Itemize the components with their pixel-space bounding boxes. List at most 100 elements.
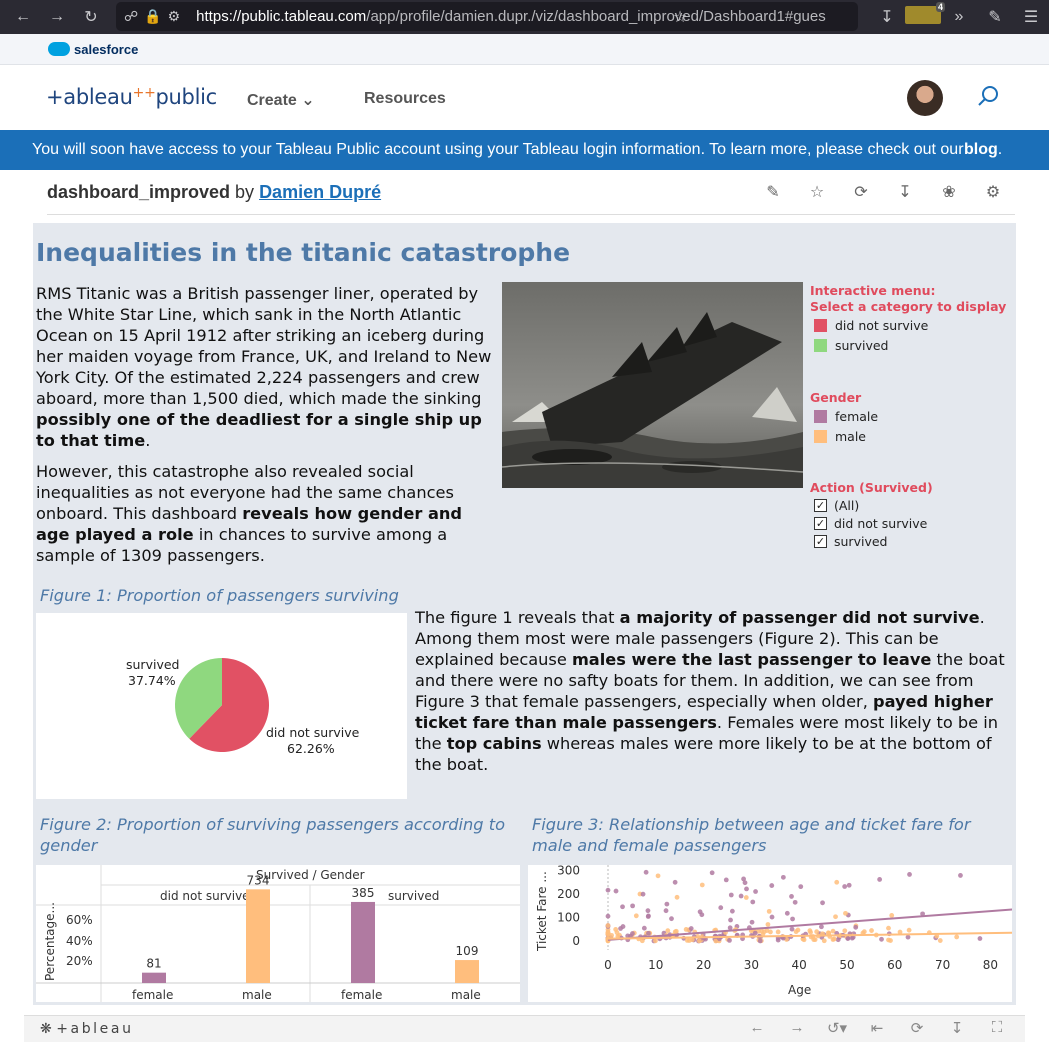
banner-blog-link[interactable]: blog [963,141,998,158]
scatter-point[interactable] [653,938,658,944]
search-icon[interactable] [977,85,999,107]
scatter-point[interactable] [699,882,705,888]
scatter-point[interactable] [769,914,775,920]
scatter-point[interactable] [744,886,749,892]
pie-slice-did-not-survive[interactable] [189,658,269,752]
bar-not-survived-female[interactable] [142,972,166,983]
scatter-point[interactable] [620,924,626,929]
scatter-point[interactable] [718,905,724,911]
scatter-point[interactable] [807,928,813,934]
scatter-point[interactable] [605,887,611,893]
scatter-point[interactable] [766,908,772,914]
scatter-chart[interactable]: Ticket Fare ... Age 0 100 200 300 0 10 20 30 40 5… [528,864,1015,1002]
extensions-puzzle-icon[interactable]: ✎ [988,9,1002,26]
scatter-point[interactable] [798,884,804,890]
address-bar[interactable]: ☍🔒⚙ https://public.tableau.com/app/profi… [116,2,858,31]
scatter-point[interactable] [688,926,694,931]
scatter-point[interactable] [743,895,749,900]
share-icon[interactable]: ⟳ [910,1020,924,1037]
bar-survived-female[interactable] [351,901,375,983]
scatter-point[interactable] [750,899,756,905]
scatter-point[interactable] [861,929,867,935]
scatter-point[interactable] [609,932,614,938]
bar-chart[interactable]: Survived / Gender did not survive surviv… [36,865,520,1002]
scatter-point[interactable] [752,930,758,936]
scatter-point[interactable] [757,938,763,944]
scatter-point[interactable] [937,938,943,943]
scatter-point[interactable] [741,876,746,882]
tableau-logo[interactable]: ❋ +ableau [40,1021,134,1037]
scatter-point[interactable] [672,929,678,935]
reload-icon[interactable]: ↻ [84,9,98,26]
download-icon[interactable]: ↧ [880,9,894,26]
fullscreen-icon[interactable]: ⛶ [991,1019,1003,1036]
nav-create[interactable]: Create ⌄ [247,92,315,109]
scatter-point[interactable] [620,904,625,910]
scatter-point[interactable] [843,910,848,916]
scatter-point[interactable] [641,925,647,931]
filter-checkbox-all[interactable]: ✓ (All) [814,497,860,513]
scatter-point[interactable] [877,877,883,882]
scatter-point[interactable] [814,929,820,935]
scatter-point[interactable] [780,874,786,880]
scatter-point[interactable] [645,908,651,914]
scatter-point[interactable] [614,930,620,935]
scatter-point[interactable] [907,872,912,877]
scatter-point[interactable] [697,938,702,944]
scatter-point[interactable] [689,937,695,943]
scatter-point[interactable] [846,882,852,888]
scatter-point[interactable] [886,925,891,931]
scatter-point[interactable] [842,928,848,934]
badge-icon[interactable]: ❀ [942,184,956,201]
bar-not-survived-male[interactable] [246,889,270,983]
scatter-point[interactable] [728,917,733,923]
scatter-point[interactable] [833,914,838,920]
scatter-point[interactable] [801,937,807,943]
salesforce-label[interactable]: salesforce [74,41,139,57]
scatter-point[interactable] [646,913,651,919]
scatter-point[interactable] [958,873,963,878]
scatter-point[interactable] [906,927,912,933]
revert-icon[interactable]: ↺▾ [826,1020,848,1037]
scatter-point[interactable] [753,889,758,894]
avatar[interactable] [907,80,943,116]
scatter-point[interactable] [879,936,884,942]
tableau-public-logo[interactable]: +ableau++public [46,85,217,109]
menu-icon[interactable]: ☰ [1023,9,1039,26]
scatter-point[interactable] [811,937,817,942]
legend-item-survived[interactable]: survived [810,335,1006,355]
scatter-point[interactable] [886,937,891,943]
scatter-point[interactable] [954,934,960,940]
scatter-point[interactable] [742,880,748,886]
scatter-point[interactable] [665,928,671,934]
scatter-point[interactable] [835,937,841,943]
scatter-point[interactable] [669,916,674,922]
redo-icon[interactable]: → [789,1019,805,1036]
scatter-point[interactable] [655,873,661,879]
scatter-point[interactable] [605,913,611,919]
bar-survived-male[interactable] [455,960,479,983]
scatter-point[interactable] [789,926,795,932]
scatter-point[interactable] [605,930,611,936]
author-link[interactable]: Damien Dupré [259,182,382,202]
scatter-point[interactable] [713,938,719,944]
scatter-point[interactable] [842,884,848,889]
scatter-point[interactable] [834,879,840,885]
scatter-point[interactable] [830,928,836,934]
scatter-point[interactable] [793,929,799,935]
scatter-point[interactable] [769,883,775,888]
scatter-point[interactable] [853,924,859,930]
scatter-point[interactable] [729,908,735,914]
nav-resources[interactable]: Resources [364,90,446,107]
overflow-chevron-icon[interactable]: » [954,8,964,25]
scatter-point[interactable] [977,936,983,941]
scatter-point[interactable] [821,938,827,944]
scatter-point[interactable] [738,893,744,899]
favorite-star-icon[interactable]: ☆ [809,184,825,201]
scatter-point[interactable] [639,938,645,944]
scatter-point[interactable] [663,908,669,914]
scatter-point[interactable] [789,894,794,899]
scatter-point[interactable] [819,924,824,930]
reset-icon[interactable]: ⇤ [870,1020,884,1037]
scatter-point[interactable] [727,937,732,943]
